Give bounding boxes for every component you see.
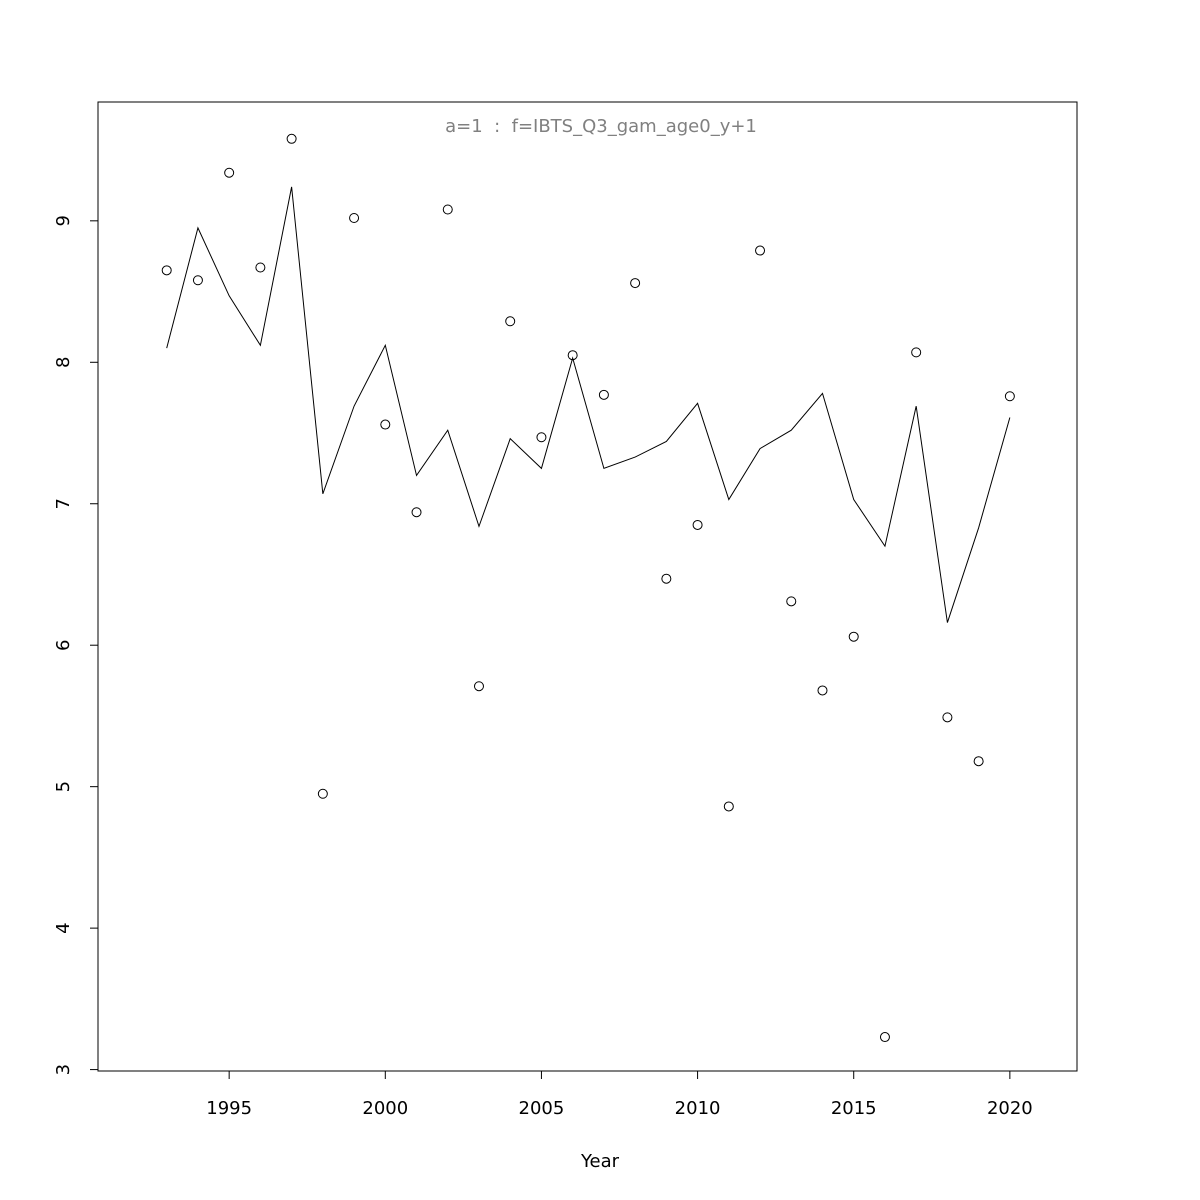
data-point	[349, 212, 360, 223]
data-point	[598, 389, 609, 400]
data-point	[473, 681, 484, 692]
y-tick-label: 4	[53, 922, 74, 933]
data-point	[755, 245, 766, 256]
x-tick-label: 1995	[206, 1098, 252, 1119]
data-point	[317, 788, 328, 799]
data-point	[817, 685, 828, 696]
x-tick-label: 2015	[831, 1098, 877, 1119]
x-axis-label: Year	[580, 1151, 620, 1172]
data-point	[255, 262, 266, 273]
data-point	[786, 596, 797, 607]
data-point	[848, 631, 859, 642]
fitted-line	[166, 186, 1011, 623]
chart-title: a=1 : f=IBTS_Q3_gam_age0_y+1	[445, 116, 757, 137]
data-point	[442, 204, 453, 215]
data-point	[536, 432, 547, 443]
y-tick-label: 7	[53, 498, 74, 509]
data-point	[942, 712, 953, 723]
data-point	[692, 519, 703, 530]
data-point	[411, 507, 422, 518]
y-tick-label: 9	[53, 215, 74, 226]
data-point	[630, 278, 641, 289]
y-tick-label: 3	[53, 1064, 74, 1075]
data-point	[879, 1032, 890, 1043]
data-point	[505, 316, 516, 327]
y-tick-label: 5	[53, 781, 74, 792]
x-tick-label: 2010	[675, 1098, 721, 1119]
x-tick-label: 2000	[362, 1098, 408, 1119]
y-tick-label: 8	[53, 357, 74, 368]
data-point	[192, 275, 203, 286]
y-tick-label: 6	[53, 639, 74, 650]
x-tick-label: 2020	[987, 1098, 1033, 1119]
plot-frame	[97, 101, 1078, 1072]
data-point	[286, 133, 297, 144]
data-point	[161, 265, 172, 276]
data-point	[1004, 391, 1015, 402]
data-point	[224, 167, 235, 178]
data-point	[661, 573, 672, 584]
data-point	[723, 801, 734, 812]
x-tick-label: 2005	[519, 1098, 565, 1119]
data-point	[911, 347, 922, 358]
data-point	[973, 756, 984, 767]
data-point	[380, 419, 391, 430]
